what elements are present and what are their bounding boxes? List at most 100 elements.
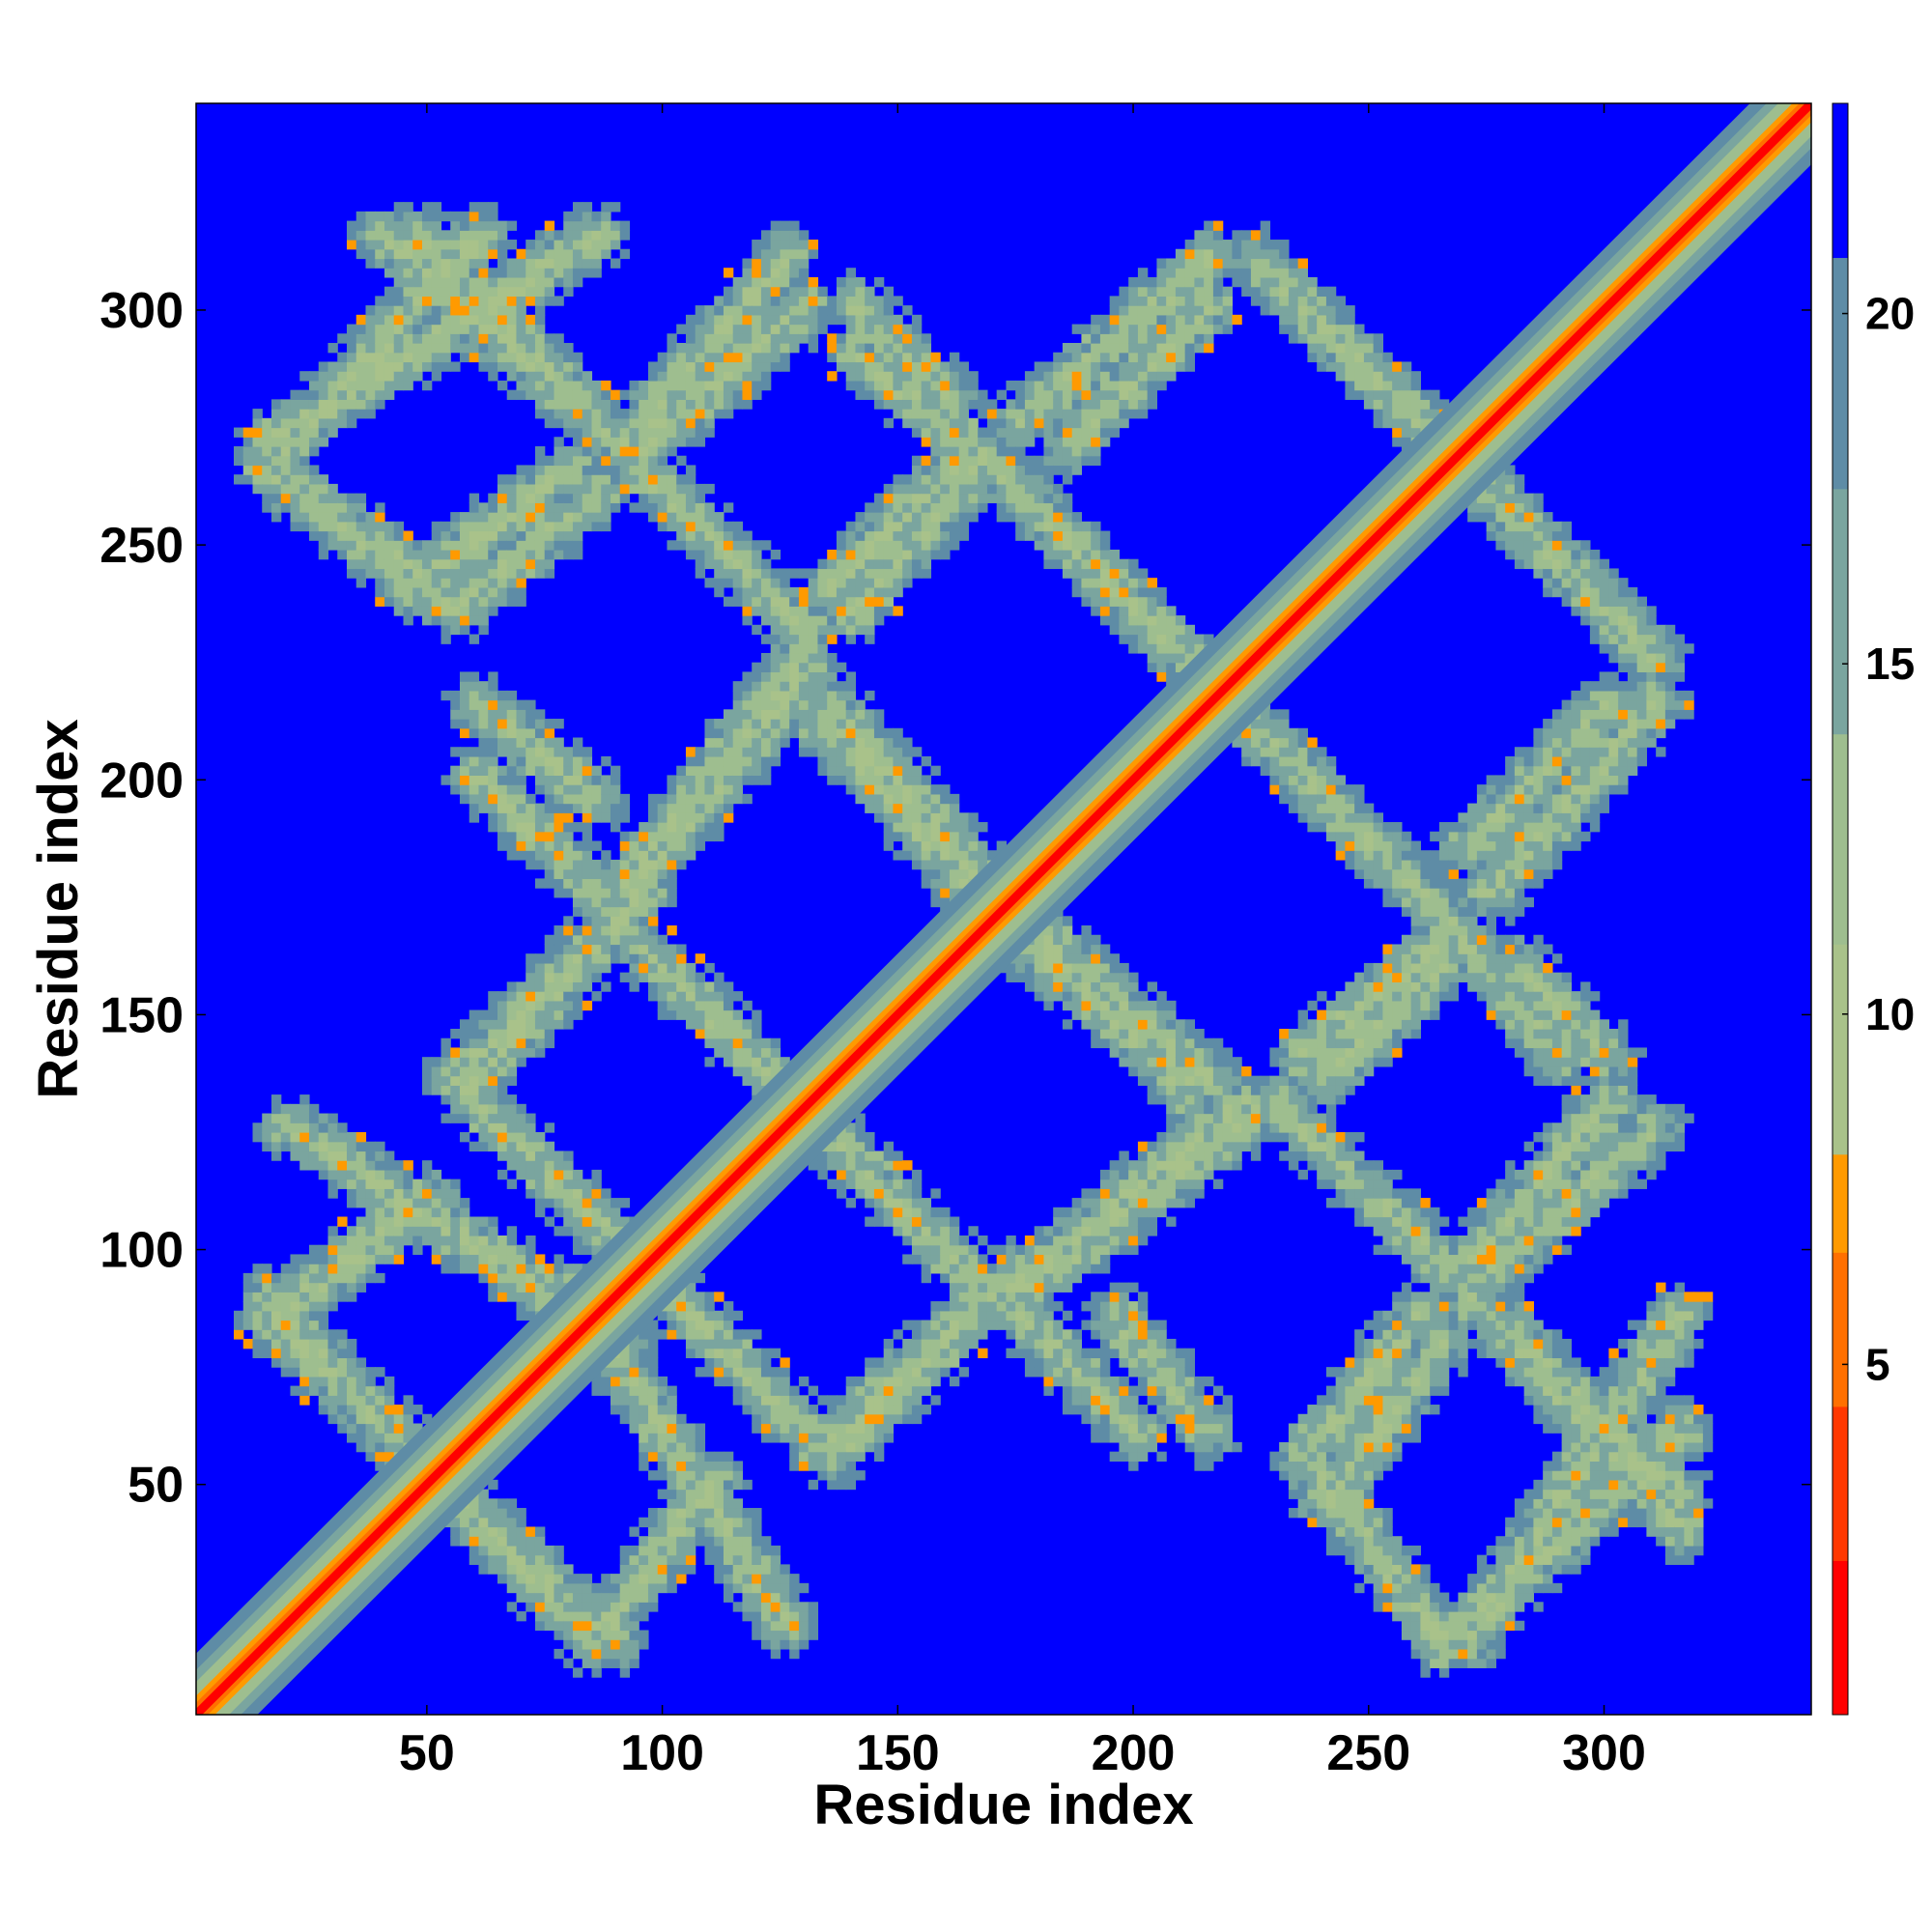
heatmap-cell xyxy=(572,409,583,419)
heatmap-cell xyxy=(986,474,998,485)
heatmap-cell xyxy=(601,1226,611,1236)
heatmap-cell xyxy=(619,896,631,908)
heatmap-cell xyxy=(375,380,385,391)
heatmap-cell xyxy=(601,474,611,485)
heatmap-cell xyxy=(1015,972,1026,982)
heatmap-cell xyxy=(469,1216,480,1227)
heatmap-cell xyxy=(752,258,762,269)
heatmap-cell xyxy=(572,220,583,231)
heatmap-cell xyxy=(591,878,602,889)
heatmap-cell xyxy=(384,380,395,391)
heatmap-cell xyxy=(940,896,951,908)
heatmap-cell xyxy=(1043,389,1054,400)
heatmap-cell xyxy=(318,399,329,410)
heatmap-cell xyxy=(780,268,790,278)
heatmap-cell xyxy=(752,1405,762,1415)
heatmap-cell xyxy=(610,1639,621,1650)
heatmap-cell xyxy=(431,296,442,306)
heatmap-cell xyxy=(789,596,800,607)
heatmap-cell xyxy=(940,793,951,805)
heatmap-cell xyxy=(1024,1310,1036,1321)
heatmap-cell xyxy=(421,230,433,241)
heatmap-cell xyxy=(827,314,838,326)
heatmap-cell xyxy=(760,248,772,260)
heatmap-cell xyxy=(384,1376,395,1387)
heatmap-cell xyxy=(986,446,998,457)
heatmap-cell xyxy=(488,1131,498,1143)
heatmap-cell xyxy=(440,1179,451,1189)
heatmap-cell xyxy=(996,409,1008,419)
heatmap-cell xyxy=(978,1329,988,1340)
heatmap-cell xyxy=(845,324,857,334)
heatmap-cell xyxy=(798,230,810,241)
heatmap-cell xyxy=(940,784,951,795)
heatmap-cell xyxy=(393,1198,405,1208)
heatmap-cell xyxy=(488,286,498,297)
heatmap-cell xyxy=(639,474,649,485)
heatmap-cell xyxy=(855,521,866,532)
heatmap-cell xyxy=(469,1226,480,1236)
heatmap-cell xyxy=(752,1029,762,1039)
heatmap-cell xyxy=(516,483,526,495)
heatmap-cell xyxy=(996,455,1008,467)
heatmap-cell xyxy=(695,831,706,842)
heatmap-cell xyxy=(299,1160,310,1171)
heatmap-cell xyxy=(723,981,734,992)
heatmap-cell xyxy=(789,624,800,636)
heatmap-cell xyxy=(488,493,498,503)
heatmap-cell xyxy=(695,1451,706,1462)
heatmap-cell xyxy=(752,755,762,767)
heatmap-cell xyxy=(563,991,574,1002)
heatmap-cell xyxy=(676,812,687,823)
heatmap-cell xyxy=(855,558,866,570)
heatmap-cell xyxy=(346,1141,357,1152)
heatmap-cell xyxy=(412,549,423,560)
heatmap-cell xyxy=(308,512,320,523)
heatmap-cell xyxy=(327,1122,338,1133)
heatmap-cell xyxy=(1043,474,1054,485)
heatmap-cell xyxy=(676,831,687,842)
heatmap-cell xyxy=(704,1479,715,1491)
heatmap-cell xyxy=(469,1244,480,1256)
heatmap-cell xyxy=(601,1582,611,1594)
heatmap-cell xyxy=(685,850,696,861)
heatmap-cell xyxy=(742,361,753,372)
heatmap-cell xyxy=(1024,371,1036,382)
heatmap-cell xyxy=(601,465,611,475)
heatmap-cell xyxy=(591,1385,602,1396)
heatmap-cell xyxy=(469,333,480,344)
heatmap-cell xyxy=(327,343,338,354)
heatmap-cell xyxy=(629,1648,639,1660)
heatmap-cell xyxy=(798,258,810,269)
heatmap-cell xyxy=(526,1244,536,1256)
heatmap-cell xyxy=(714,1047,724,1058)
heatmap-cell xyxy=(695,352,706,363)
heatmap-cell xyxy=(572,878,583,889)
heatmap-cell xyxy=(855,549,866,560)
heatmap-cell xyxy=(685,1348,696,1359)
heatmap-cell xyxy=(827,1179,838,1189)
heatmap-cell xyxy=(760,1630,772,1640)
heatmap-cell xyxy=(760,1376,772,1387)
heatmap-cell xyxy=(639,1592,649,1603)
heatmap-cell xyxy=(591,953,602,964)
heatmap-cell xyxy=(949,399,960,410)
heatmap-cell xyxy=(327,1376,338,1387)
heatmap-cell xyxy=(478,1226,489,1236)
heatmap-cell xyxy=(695,793,706,805)
heatmap-cell xyxy=(384,1151,395,1161)
heatmap-cell xyxy=(478,1526,489,1537)
heatmap-cell xyxy=(714,568,724,579)
heatmap-cell xyxy=(1043,1264,1054,1274)
heatmap-cell xyxy=(431,521,442,532)
heatmap-cell xyxy=(591,220,602,231)
heatmap-cell xyxy=(676,352,687,363)
heatmap-cell xyxy=(488,1254,498,1264)
heatmap-cell xyxy=(1006,1292,1016,1302)
heatmap-cell xyxy=(554,276,564,288)
heatmap-cell xyxy=(921,380,932,391)
heatmap-cell xyxy=(469,1554,480,1565)
heatmap-cell xyxy=(526,568,536,579)
heatmap-cell xyxy=(440,333,451,344)
heatmap-cell xyxy=(667,502,677,513)
